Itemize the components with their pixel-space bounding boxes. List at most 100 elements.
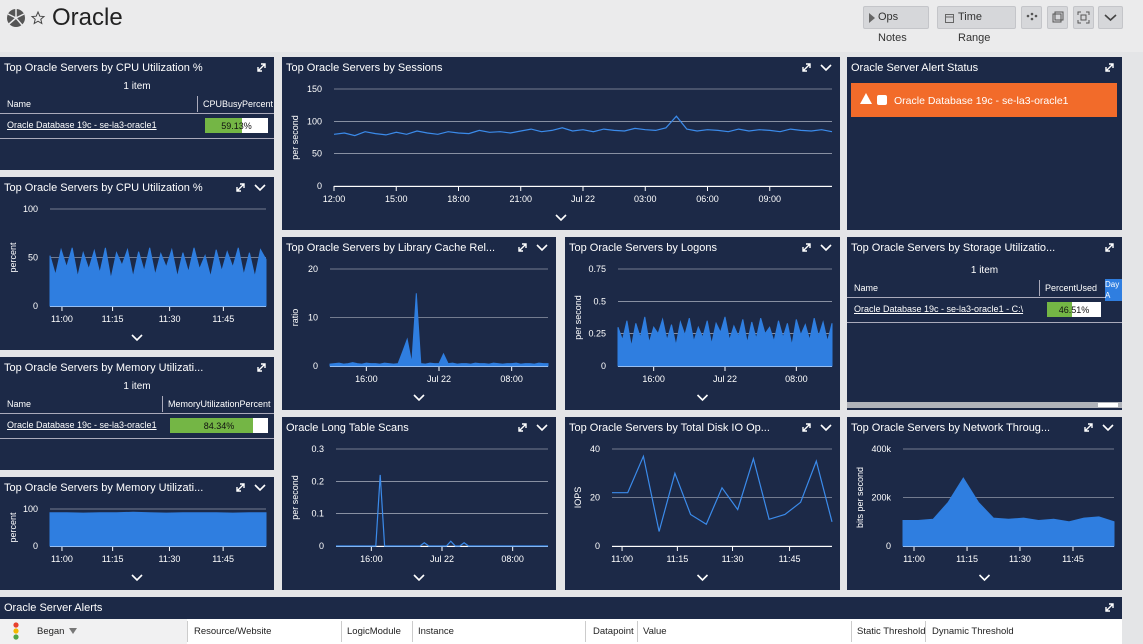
collapse-toggle[interactable] bbox=[820, 244, 832, 252]
expand-icon[interactable] bbox=[1105, 603, 1114, 612]
expand-icon[interactable] bbox=[518, 423, 527, 432]
scrollbar bbox=[847, 402, 1122, 408]
y-axis-label: per second bbox=[573, 295, 583, 340]
collapse-toggle[interactable] bbox=[820, 64, 832, 72]
collapse-toggle[interactable] bbox=[1102, 424, 1114, 432]
expand-toggle[interactable] bbox=[555, 214, 567, 222]
item-count: 1 item bbox=[970, 265, 999, 276]
widget: Top Oracle Servers by Storage Utilizatio… bbox=[847, 237, 1122, 410]
y-tick-label: 0 bbox=[601, 361, 606, 371]
y-tick-label: 0 bbox=[33, 301, 38, 311]
x-tick-label: 08:00 bbox=[785, 374, 808, 384]
expand-toggle[interactable] bbox=[978, 574, 991, 582]
y-tick-label: 150 bbox=[307, 84, 322, 94]
x-tick-label: 11:00 bbox=[51, 554, 73, 564]
column-header[interactable]: Static Threshold bbox=[857, 626, 926, 637]
expand-icon[interactable] bbox=[1084, 423, 1093, 432]
column-divider bbox=[341, 621, 342, 642]
column-header[interactable]: Resource/Website bbox=[194, 626, 272, 637]
x-tick-label: 11:00 bbox=[611, 554, 633, 564]
expand-icon[interactable] bbox=[1105, 243, 1114, 252]
sort-arrow bbox=[69, 628, 77, 634]
column-header[interactable]: Instance bbox=[418, 626, 454, 637]
x-tick-label: Jul 22 bbox=[713, 374, 737, 384]
column-divider bbox=[412, 621, 413, 642]
widget: IOPS 0 20 40 11:00 11:15 11:30 11:45 Top Oracle … bbox=[565, 417, 840, 590]
column-header[interactable]: Dynamic Threshold bbox=[932, 626, 1014, 637]
widget-title: Top Oracle Servers by CPU Utilization % bbox=[4, 182, 203, 194]
x-tick-label: 18:00 bbox=[447, 194, 470, 204]
expand-icon[interactable] bbox=[257, 363, 266, 372]
expand-icon[interactable] bbox=[518, 243, 527, 252]
expand-toggle[interactable] bbox=[696, 574, 709, 582]
scrollbar-thumb bbox=[1098, 403, 1118, 407]
widget-canvas bbox=[257, 63, 266, 72]
time-range-button[interactable]: Time Range bbox=[937, 6, 1016, 44]
widget: per second 0 0.1 0.2 0.3 16:00 Jul 22 08:00 Orac… bbox=[282, 417, 556, 590]
resource-link[interactable]: Oracle Database 19c - se-la3-oracle1 - C… bbox=[854, 304, 1024, 314]
collapse-toggle[interactable] bbox=[254, 184, 266, 192]
y-axis-label: per second bbox=[290, 115, 300, 160]
widget: ratio 0 10 20 16:00 Jul 22 08:00 Top Oracle Ser… bbox=[282, 237, 556, 410]
y-axis-label: bits per second bbox=[855, 467, 865, 528]
icon bbox=[1104, 14, 1117, 22]
severity-dot bbox=[13, 622, 19, 628]
x-tick-label: Jul 22 bbox=[571, 194, 595, 204]
expand-toggle[interactable] bbox=[131, 334, 143, 342]
column-header[interactable]: Began bbox=[37, 626, 65, 637]
area bbox=[902, 477, 1115, 547]
y-tick-label: 400k bbox=[871, 444, 891, 454]
expand-toggle[interactable] bbox=[696, 394, 709, 402]
ops-notes-button[interactable]: Ops Notes bbox=[863, 6, 929, 44]
column-header[interactable]: LogicModule bbox=[347, 626, 401, 637]
expand-toggle[interactable] bbox=[413, 574, 425, 582]
column-divider bbox=[197, 96, 198, 112]
widget: bits per second 0 200k 400k 11:00 11:15 11:30 1… bbox=[847, 417, 1122, 590]
widget: percent 0 50 100 11:00 11:15 11:30 11:45 Top Ora… bbox=[0, 177, 274, 350]
expand-icon[interactable] bbox=[802, 243, 811, 252]
column-header[interactable]: Value bbox=[643, 626, 667, 637]
icon-button[interactable] bbox=[1047, 6, 1068, 29]
collapse-toggle[interactable] bbox=[536, 424, 548, 432]
widget: per second 0 50 100 150 12:00 15:00 18:00 21:00 J… bbox=[282, 57, 840, 230]
x-tick-label: 12:00 bbox=[323, 194, 346, 204]
bar bbox=[205, 118, 243, 133]
y-tick-label: 20 bbox=[590, 493, 600, 503]
expand-icon[interactable] bbox=[802, 63, 811, 72]
expand-toggle[interactable] bbox=[413, 394, 425, 402]
expand-toggle[interactable] bbox=[131, 574, 143, 582]
expand-icon[interactable] bbox=[802, 423, 811, 432]
icon-button[interactable] bbox=[1021, 6, 1042, 29]
collapse-toggle[interactable] bbox=[254, 484, 266, 492]
y-tick-label: 100 bbox=[307, 116, 322, 126]
expand-icon[interactable] bbox=[236, 183, 245, 192]
y-tick-label: 0.75 bbox=[588, 264, 606, 274]
column-divider bbox=[1039, 280, 1040, 296]
y-tick-label: 50 bbox=[28, 253, 38, 263]
sort-icon bbox=[69, 628, 77, 634]
expand-icon[interactable] bbox=[236, 483, 245, 492]
x-tick-label: 11:00 bbox=[903, 554, 925, 564]
x-tick-label: 11:30 bbox=[722, 554, 744, 564]
alert-banner[interactable] bbox=[851, 83, 1117, 117]
widget-canvas: per second 0 0.25 0.5 0.75 16:00 Jul 22 08:00 bbox=[573, 243, 833, 402]
row-divider bbox=[847, 322, 1122, 323]
resource-link[interactable]: Oracle Database 19c - se-la3-oracle1 bbox=[7, 420, 157, 430]
y-tick-label: 0 bbox=[886, 541, 891, 551]
widget-canvas: percent 0 50 100 11:00 11:15 11:30 11:45 bbox=[8, 183, 267, 342]
expand-icon[interactable] bbox=[1105, 63, 1114, 72]
resource-link[interactable]: Oracle Database 19c - se-la3-oracle1 bbox=[7, 120, 157, 130]
icon-button[interactable] bbox=[1073, 6, 1094, 29]
button-label: Time Range bbox=[958, 11, 991, 44]
collapse-toggle[interactable] bbox=[820, 424, 832, 432]
widget-title: Oracle Server Alerts bbox=[4, 602, 103, 614]
y-tick-label: 10 bbox=[308, 313, 318, 323]
icon-button[interactable] bbox=[1098, 6, 1123, 29]
expand-icon[interactable] bbox=[257, 63, 266, 72]
warning-icon bbox=[860, 93, 872, 104]
x-tick-label: 11:15 bbox=[102, 314, 124, 324]
column-header[interactable]: Datapoint bbox=[593, 626, 634, 637]
y-tick-label: 100 bbox=[23, 504, 38, 514]
collapse-toggle[interactable] bbox=[536, 244, 548, 252]
widget-canvas: Oracle Database 19c - se-la3-oracle1 bbox=[851, 63, 1117, 117]
